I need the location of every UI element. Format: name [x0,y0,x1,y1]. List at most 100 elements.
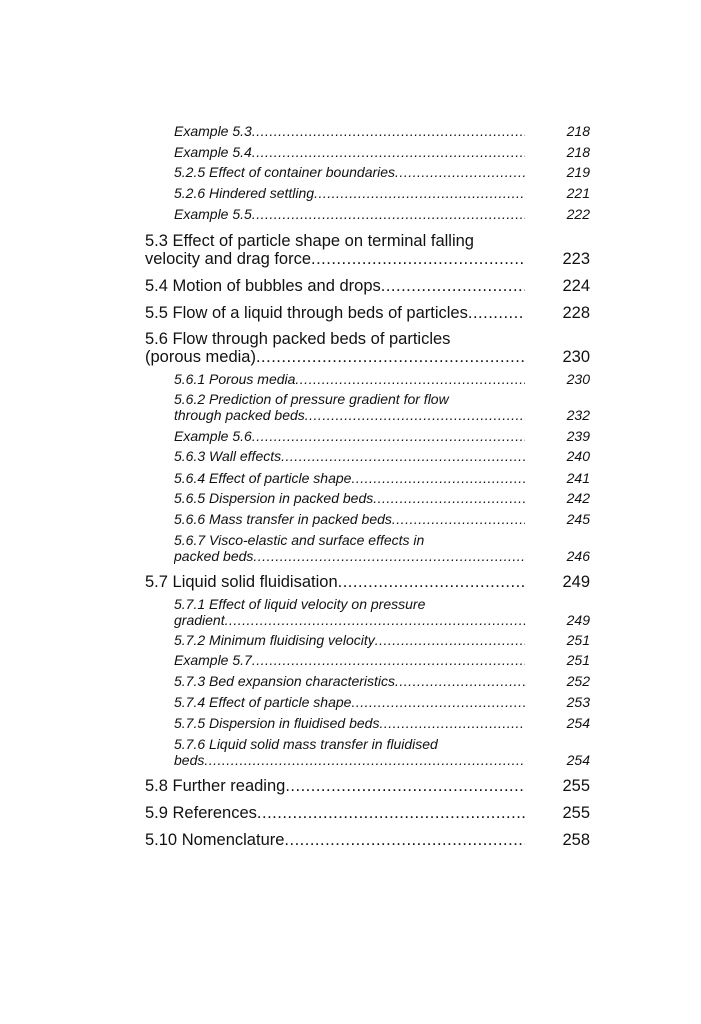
toc-entry-title: 5.6.5 Dispersion in packed beds [174,490,525,506]
toc-page-number: 241 [566,470,590,486]
toc-page-number: 254 [566,752,590,768]
toc-page-number: 230 [562,348,590,366]
toc-title-last-line: Example 5.4 [174,144,525,160]
toc-entry-title: 5.2.6 Hindered settling [174,185,525,201]
toc-title-line: 5.7.1 Effect of liquid velocity on press… [174,596,426,612]
toc-title-text: 5.4 Motion of bubbles and drops [145,277,381,295]
toc-title-text: packed beds [174,548,254,564]
toc-title-last-line: Example 5.7 [174,652,525,668]
dot-leader [225,612,525,628]
toc-entry-title: 5.9 References [145,804,525,822]
toc-title-text: (porous media) [145,348,256,366]
toc-entry-title: Example 5.5 [174,206,525,222]
toc-title-text: 5.9 References [145,804,257,822]
toc-title-last-line: velocity and drag force [145,250,525,268]
toc-page-number: 230 [566,371,590,387]
toc-entry-title: 5.6.7 Visco-elastic and surface effects … [174,532,525,564]
dot-leader [257,804,525,822]
dot-leader [351,470,525,486]
toc-title-last-line: 5.6.6 Mass transfer in packed beds [174,511,525,527]
dot-leader [395,164,525,180]
toc-entry-title: 5.6.2 Prediction of pressure gradient fo… [174,391,525,423]
toc-title-last-line: 5.2.5 Effect of container boundaries [174,164,525,180]
dot-leader [252,123,525,139]
dot-leader [253,548,525,564]
toc-title-last-line: through packed beds [174,407,525,423]
toc-title-text: gradient [174,612,225,628]
dot-leader [351,694,525,710]
toc-title-last-line: 5.6.4 Effect of particle shape [174,470,525,486]
toc-title-text: 5.7.3 Bed expansion characteristics [174,673,396,689]
toc-page-number: 249 [566,612,590,628]
toc-title-text: 5.6.5 Dispersion in packed beds [174,490,374,506]
dot-leader [252,206,525,222]
toc-title-text: 5.7.2 Minimum fluidising velocity [174,632,375,648]
dot-leader [381,277,525,295]
toc-entry-title: 5.7.5 Dispersion in fluidised beds [174,715,525,731]
dot-leader [373,490,525,506]
toc-title-last-line: 5.6.5 Dispersion in packed beds [174,490,525,506]
toc-page-number: 228 [562,304,590,322]
toc-title-text: 5.10 Nomenclature [145,831,285,849]
toc-page-number: 249 [562,573,590,591]
toc-entry-title: 5.8 Further reading [145,777,525,795]
toc-title-last-line: beds [174,752,525,768]
toc-title-last-line: 5.6.3 Wall effects [174,448,525,464]
toc-title-text: through packed beds [174,407,305,423]
toc-title-last-line: 5.7 Liquid solid fluidisation [145,573,525,591]
toc-title-text: velocity and drag force [145,250,312,268]
toc-entry-title: 5.7 Liquid solid fluidisation [145,573,525,591]
toc-page-number: 240 [566,448,590,464]
toc-title-last-line: 5.7.5 Dispersion in fluidised beds [174,715,525,731]
toc-entry-title: 5.7.6 Liquid solid mass transfer in flui… [174,736,525,768]
toc-page-number: 222 [566,206,590,222]
toc-page-number: 255 [562,777,590,795]
toc-entry-title: 5.7.3 Bed expansion characteristics [174,673,525,689]
toc-title-text: Example 5.6 [174,428,252,444]
toc-title-text: 5.6.1 Porous media [174,371,296,387]
dot-leader [285,777,525,795]
dot-leader [392,511,525,527]
toc-page-number: 223 [562,250,590,268]
dot-leader [314,185,525,201]
toc-page-number: 255 [562,804,590,822]
toc-title-last-line: 5.7.4 Effect of particle shape [174,694,525,710]
toc-page-number: 254 [566,715,590,731]
toc-entry-title: 5.6.6 Mass transfer in packed beds [174,511,525,527]
toc-title-text: 5.6.4 Effect of particle shape [174,470,352,486]
toc-entry-title: 5.6.3 Wall effects [174,448,525,464]
toc-page-number: 252 [566,673,590,689]
toc-page-number: 232 [566,407,590,423]
toc-title-text: 5.7 Liquid solid fluidisation [145,573,338,591]
toc-entry-title: 5.5 Flow of a liquid through beds of par… [145,304,525,322]
toc-title-last-line: 5.8 Further reading [145,777,525,795]
toc-title-text: Example 5.3 [174,123,252,139]
dot-leader [252,428,525,444]
toc-title-text: 5.6.6 Mass transfer in packed beds [174,511,392,527]
toc-entry-title: 5.10 Nomenclature [145,831,525,849]
toc-title-line: 5.6.2 Prediction of pressure gradient fo… [174,391,449,407]
toc-entry-title: 5.7.1 Effect of liquid velocity on press… [174,596,525,628]
dot-leader [204,752,525,768]
toc-title-last-line: 5.10 Nomenclature [145,831,525,849]
toc-title-last-line: 5.7.3 Bed expansion characteristics [174,673,525,689]
toc-page-number: 245 [566,511,590,527]
toc-entry-title: 5.2.5 Effect of container boundaries [174,164,525,180]
dot-leader [338,573,525,591]
toc-title-line: 5.3 Effect of particle shape on terminal… [145,232,474,250]
toc-title-last-line: 5.4 Motion of bubbles and drops [145,277,525,295]
toc-page-number: 258 [562,831,590,849]
toc-page-number: 251 [566,652,590,668]
toc-title-last-line: Example 5.3 [174,123,525,139]
dot-leader [281,448,525,464]
toc-title-last-line: 5.2.6 Hindered settling [174,185,525,201]
toc-title-line: 5.7.6 Liquid solid mass transfer in flui… [174,736,438,752]
toc-title-text: 5.7.4 Effect of particle shape [174,694,352,710]
toc-entry-title: 5.3 Effect of particle shape on terminal… [145,232,525,268]
toc-page-number: 224 [562,277,590,295]
toc-title-text: Example 5.7 [174,652,252,668]
toc-entry-title: 5.6.1 Porous media [174,371,525,387]
toc-page-number: 242 [566,490,590,506]
toc-page-number: 221 [566,185,590,201]
toc-entry-title: 5.6 Flow through packed beds of particle… [145,330,525,366]
